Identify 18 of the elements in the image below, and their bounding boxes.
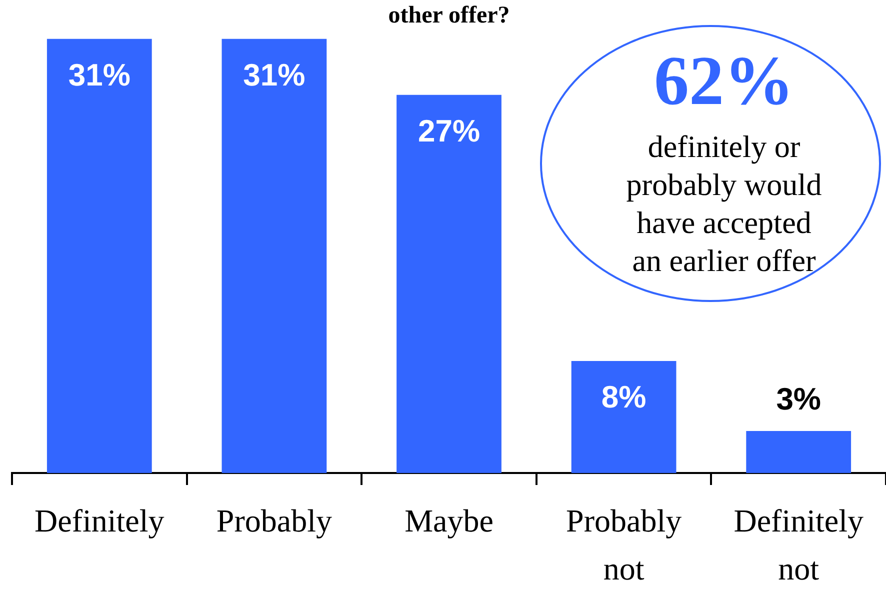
data-label: 3% <box>776 382 822 417</box>
data-label: 27% <box>418 113 480 148</box>
x-tick-label: Definitely <box>34 502 164 538</box>
x-tick-label: Probably <box>216 502 332 538</box>
data-label: 31% <box>68 57 130 92</box>
bar <box>222 38 327 473</box>
bar <box>46 38 152 473</box>
x-tick-label: Probably not <box>566 502 682 586</box>
data-label: 31% <box>243 57 306 92</box>
data-label: 8% <box>601 379 646 414</box>
bar <box>746 430 852 473</box>
annotation: 62% <box>653 43 795 120</box>
x-tick-label: Maybe <box>404 502 494 538</box>
x-tick-label: Definitely not <box>734 502 864 586</box>
bar <box>571 360 676 473</box>
chart-title: other offer? <box>388 2 510 29</box>
bar <box>396 94 502 473</box>
annotation: definitely or probably would have accepted an earlier offer <box>625 128 823 280</box>
